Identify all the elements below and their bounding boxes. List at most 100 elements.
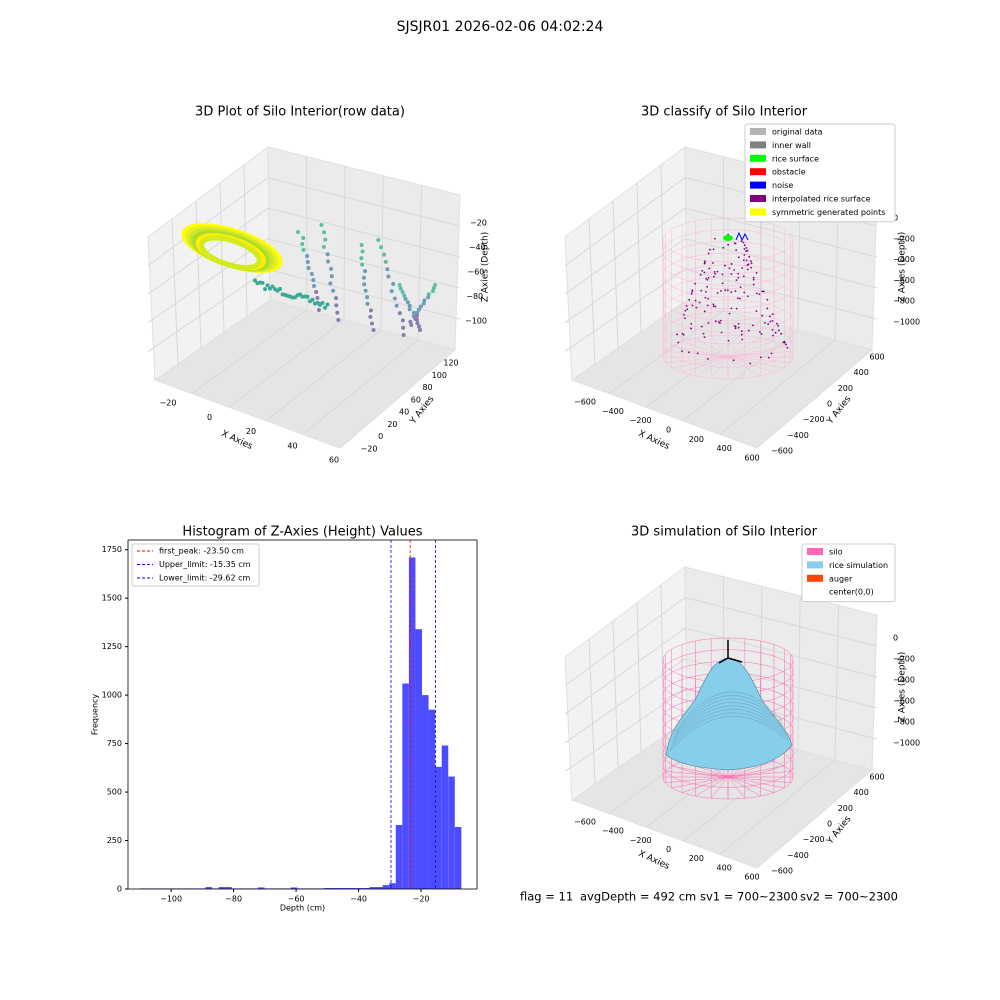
point — [705, 277, 708, 280]
legend-swatch — [750, 195, 766, 202]
pane-grid — [171, 218, 179, 365]
point — [400, 289, 405, 294]
legend-label: rice surface — [772, 154, 819, 163]
pane-grid — [305, 156, 308, 311]
point — [721, 273, 724, 276]
pane-grid — [147, 268, 269, 352]
silo-floor — [671, 356, 729, 369]
pane-grid — [660, 164, 665, 317]
auger — [718, 640, 743, 664]
z-tick-label: −600 — [893, 697, 915, 706]
point — [403, 296, 408, 301]
legend-swatch — [750, 168, 766, 176]
point — [762, 290, 765, 293]
point — [732, 359, 735, 362]
footer-text: flag = 11 — [520, 890, 573, 904]
bar — [415, 629, 423, 889]
y-tick-label: 40 — [399, 408, 409, 417]
point — [407, 307, 412, 312]
point — [331, 288, 336, 293]
point — [301, 236, 306, 240]
point — [728, 267, 731, 270]
point — [746, 295, 749, 298]
surface-mesh — [672, 702, 786, 741]
bar — [225, 887, 232, 889]
rice-surface — [723, 235, 733, 241]
point — [681, 350, 684, 353]
point — [683, 313, 685, 316]
point — [310, 297, 315, 302]
legend-label: Lower_limit: -29.62 cm — [159, 574, 251, 583]
point — [329, 266, 334, 271]
x-tick-label: −400 — [602, 407, 624, 416]
legend-label: auger — [829, 574, 853, 583]
x-tick-label: 0 — [666, 845, 671, 854]
point — [325, 252, 330, 257]
legend-box — [131, 543, 260, 587]
surface-mesh — [671, 705, 787, 744]
bar — [336, 888, 344, 889]
point — [416, 307, 421, 312]
y-tick-label: −600 — [771, 447, 793, 456]
point — [769, 315, 771, 318]
point — [703, 336, 706, 339]
y-tick-label: 200 — [838, 384, 853, 393]
point — [730, 291, 733, 294]
point — [746, 264, 749, 267]
pane-grid — [636, 182, 642, 333]
point — [706, 285, 709, 288]
point — [758, 293, 761, 296]
legend-label: Upper_limit: -15.35 cm — [159, 560, 251, 569]
point — [260, 280, 265, 285]
z-tick-label: 0 — [893, 214, 898, 223]
legend-label: first_peak: -23.50 cm — [159, 547, 244, 556]
point — [743, 254, 746, 256]
z-axis-label: Z Axies (Depth) — [898, 232, 908, 303]
point — [409, 323, 414, 327]
pane-grid — [682, 749, 799, 842]
point — [733, 269, 736, 271]
point — [359, 256, 364, 261]
y-tick-label: 600 — [869, 353, 884, 362]
point — [702, 332, 705, 335]
point — [707, 297, 710, 300]
point — [418, 304, 423, 309]
silo-floor — [727, 761, 775, 778]
x-tick-label: −80 — [225, 895, 242, 904]
point — [730, 307, 733, 310]
point — [414, 313, 419, 318]
point — [690, 327, 692, 330]
z-tick-label: −800 — [893, 297, 915, 306]
silo-floor — [710, 776, 729, 799]
point — [690, 292, 693, 295]
point — [769, 320, 772, 323]
point — [724, 264, 726, 267]
point — [362, 282, 367, 287]
point — [319, 223, 324, 227]
legend-swatch — [750, 141, 766, 149]
x-tick-label: 600 — [744, 873, 759, 882]
point — [760, 333, 763, 335]
legend-label: interpolated rice surface — [772, 195, 870, 204]
bar — [343, 888, 350, 889]
silo-floor — [727, 765, 785, 778]
point — [314, 290, 319, 294]
point — [686, 308, 689, 311]
bar — [448, 776, 455, 889]
bar — [395, 825, 403, 889]
surface-mesh — [670, 709, 788, 747]
bar — [428, 709, 436, 889]
silo-floor — [727, 351, 791, 358]
point — [714, 320, 717, 323]
point — [743, 248, 746, 250]
silo-floor — [727, 776, 785, 789]
x-tick-label: 60 — [329, 456, 339, 465]
silo-floor — [665, 356, 729, 363]
point — [301, 248, 306, 252]
point — [701, 269, 704, 272]
z-tick-label: −20 — [470, 219, 487, 228]
point — [397, 311, 402, 316]
x-tick-label: 200 — [689, 435, 704, 444]
pane-grid — [684, 238, 878, 289]
